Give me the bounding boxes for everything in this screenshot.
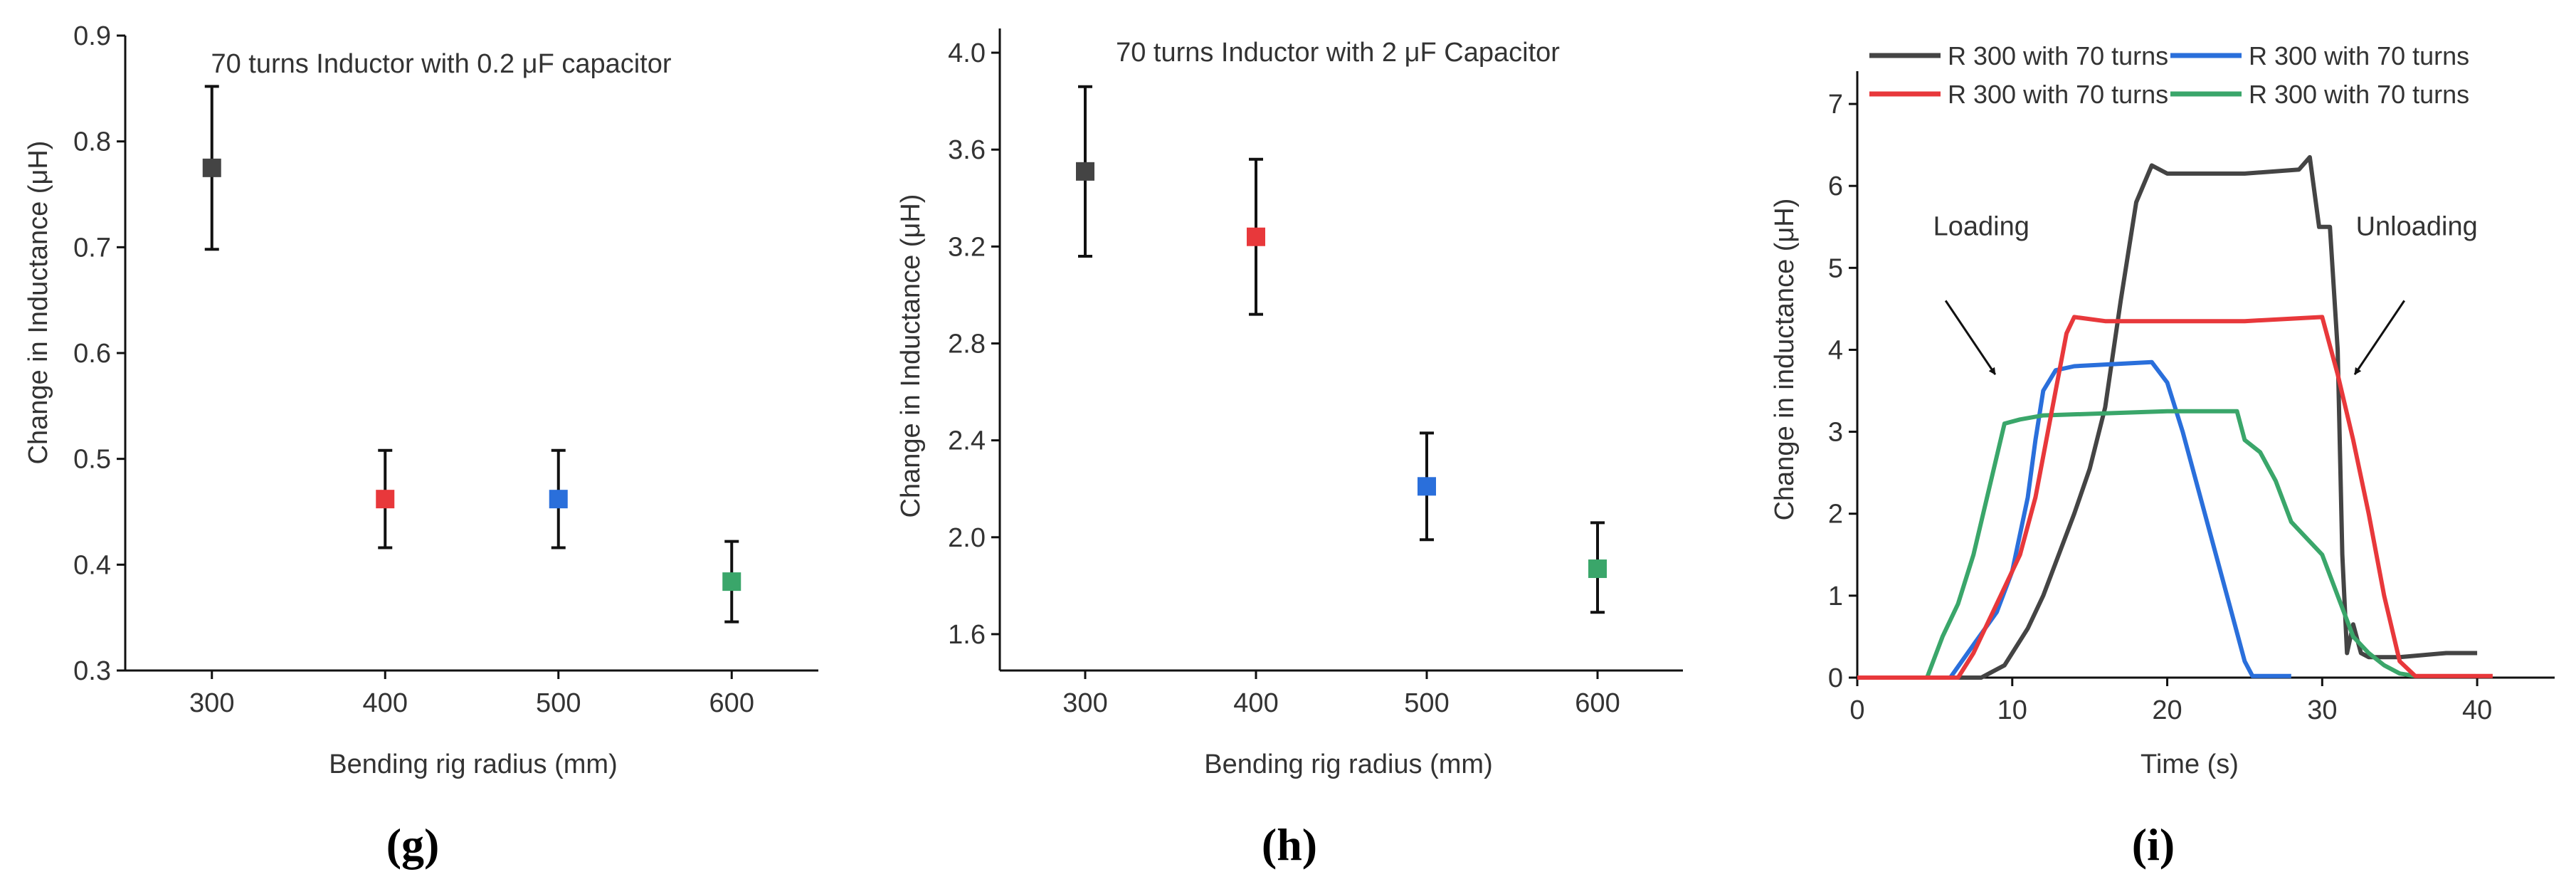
panel-g-title: 70 turns Inductor with 0.2 μF capacitor bbox=[211, 49, 671, 79]
y-tick-label: 4 bbox=[1828, 335, 1843, 365]
x-tick-label: 600 bbox=[1575, 688, 1620, 718]
y-tick-label: 5 bbox=[1828, 253, 1843, 283]
panel-i-chart: Change in inductance (μH) Time (s) (i) R… bbox=[1770, 41, 2555, 870]
panel-h-y-axis-label: Change in Inductance (μH) bbox=[896, 194, 926, 518]
x-tick-label: 300 bbox=[189, 688, 234, 718]
y-tick-label: 0.4 bbox=[73, 550, 111, 580]
series-line bbox=[1857, 315, 2493, 680]
panel-g-label: (g) bbox=[386, 819, 440, 870]
y-tick-label: 0.7 bbox=[73, 233, 111, 263]
series-line bbox=[1857, 359, 2291, 680]
panel-g-y-axis-label: Change in Inductance (μH) bbox=[23, 141, 53, 465]
panel-i-label: (i) bbox=[2132, 819, 2175, 870]
legend-label: R 300 with 70 turns bbox=[2249, 41, 2469, 70]
x-tick-label: 10 bbox=[1997, 695, 2027, 725]
y-tick-label: 1 bbox=[1828, 582, 1843, 611]
x-tick-label: 40 bbox=[2462, 695, 2492, 725]
panel-i-x-axis-label: Time (s) bbox=[2140, 750, 2239, 779]
x-tick-label: 600 bbox=[709, 688, 754, 718]
y-tick-label: 2.8 bbox=[948, 329, 986, 359]
y-tick-label: 4.0 bbox=[948, 38, 986, 68]
y-tick-label: 3 bbox=[1828, 418, 1843, 448]
y-tick-label: 2.4 bbox=[948, 426, 986, 456]
y-tick-label: 0.9 bbox=[73, 21, 111, 51]
data-point-marker bbox=[1247, 227, 1265, 246]
data-point-marker bbox=[1076, 162, 1094, 181]
annotation-arrow bbox=[1944, 300, 1997, 375]
panel-h-chart: 70 turns Inductor with 2 μF Capacitor Ch… bbox=[896, 28, 1683, 870]
annotation-label: Unloading bbox=[2356, 211, 2478, 241]
panel-g-chart: 70 turns Inductor with 0.2 μF capacitor … bbox=[23, 21, 818, 870]
y-tick-label: 6 bbox=[1828, 172, 1843, 201]
legend-label: R 300 with 70 turns bbox=[1948, 80, 2168, 109]
data-point-marker bbox=[1588, 559, 1607, 579]
x-tick-label: 500 bbox=[1404, 688, 1449, 718]
panel-h-label: (h) bbox=[1262, 819, 1317, 870]
y-tick-label: 7 bbox=[1828, 90, 1843, 120]
legend-label: R 300 with 70 turns bbox=[1948, 41, 2168, 70]
y-tick-label: 3.6 bbox=[948, 135, 986, 165]
panel-h-title: 70 turns Inductor with 2 μF Capacitor bbox=[1116, 38, 1560, 68]
data-point-marker bbox=[722, 572, 741, 591]
x-tick-label: 20 bbox=[2152, 695, 2182, 725]
panel-i-legend: R 300 with 70 turns R 300 with 70 turns R … bbox=[1869, 41, 2469, 109]
y-tick-label: 1.6 bbox=[948, 620, 986, 650]
y-tick-label: 0 bbox=[1828, 663, 1843, 693]
x-tick-label: 400 bbox=[1233, 688, 1278, 718]
x-tick-label: 500 bbox=[536, 688, 581, 718]
y-tick-label: 0.3 bbox=[73, 656, 111, 686]
panel-h-x-axis-label: Bending rig radius (mm) bbox=[1204, 750, 1492, 779]
x-tick-label: 300 bbox=[1062, 688, 1107, 718]
y-tick-label: 0.8 bbox=[73, 127, 111, 157]
data-point-marker bbox=[549, 490, 568, 509]
y-tick-label: 2.0 bbox=[948, 523, 986, 553]
x-tick-label: 400 bbox=[363, 688, 408, 718]
y-tick-label: 3.2 bbox=[948, 232, 986, 262]
x-tick-label: 0 bbox=[1849, 695, 1864, 725]
data-point-marker bbox=[1418, 477, 1436, 496]
legend-label: R 300 with 70 turns bbox=[2249, 80, 2469, 109]
y-tick-label: 2 bbox=[1828, 500, 1843, 530]
series-line bbox=[1857, 409, 2416, 680]
y-tick-label: 0.5 bbox=[73, 445, 111, 475]
panel-i-y-axis-label: Change in inductance (μH) bbox=[1770, 199, 1800, 521]
y-tick-label: 0.6 bbox=[73, 339, 111, 369]
data-point-marker bbox=[202, 158, 221, 177]
annotation-label: Loading bbox=[1933, 211, 2029, 241]
x-tick-label: 30 bbox=[2307, 695, 2337, 725]
annotation-arrow bbox=[2353, 300, 2406, 375]
panel-g-x-axis-label: Bending rig radius (mm) bbox=[329, 750, 617, 779]
data-point-marker bbox=[376, 490, 395, 509]
